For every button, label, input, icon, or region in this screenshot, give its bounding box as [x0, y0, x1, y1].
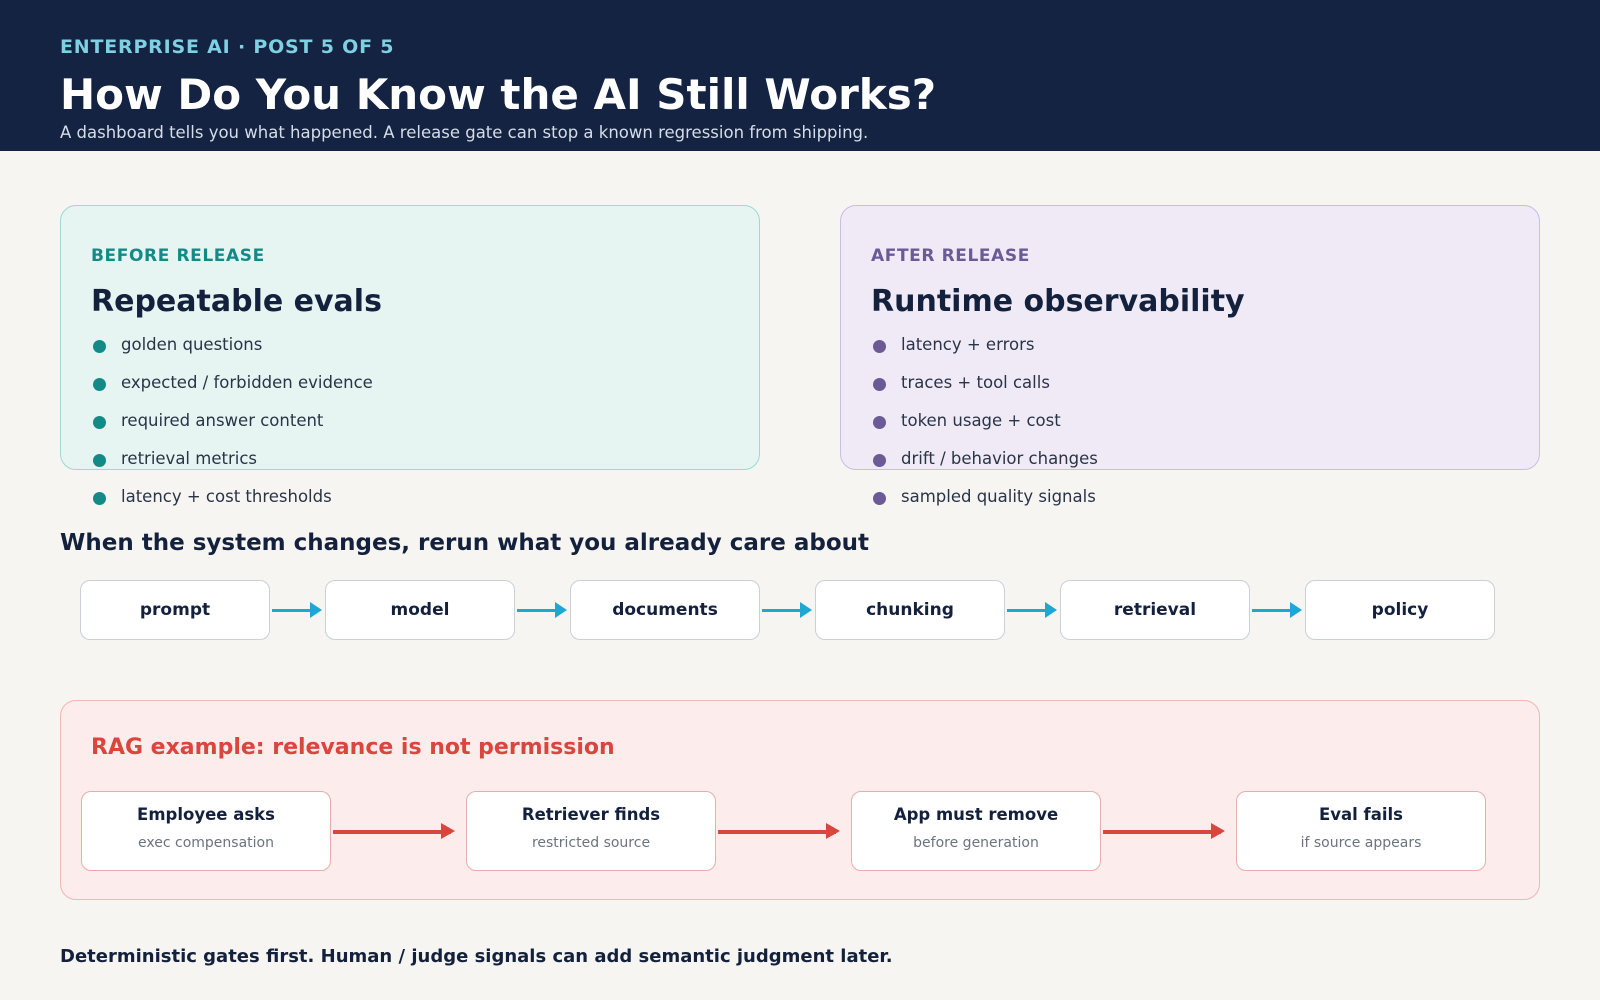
list-item: golden questions: [91, 331, 373, 369]
bullet-dot-icon: [93, 378, 106, 391]
list-item-label: token usage + cost: [901, 411, 1061, 430]
page-title: How Do You Know the AI Still Works?: [60, 70, 937, 119]
arrow-right-icon: [762, 602, 812, 618]
list-item-label: expected / forbidden evidence: [121, 373, 373, 392]
list-item: retrieval metrics: [91, 445, 373, 483]
list-item-label: golden questions: [121, 335, 263, 354]
list-item-label: latency + errors: [901, 335, 1035, 354]
list-item-label: drift / behavior changes: [901, 449, 1098, 468]
arrow-right-icon: [1007, 602, 1057, 618]
bullet-dot-icon: [873, 492, 886, 505]
bullet-dot-icon: [873, 416, 886, 429]
arrow-right-icon: [333, 823, 455, 838]
flow-step-documents: documents: [570, 580, 760, 640]
rag-step-eval-fails: Eval fails if source appears: [1236, 791, 1486, 871]
bullet-dot-icon: [873, 378, 886, 391]
bullet-dot-icon: [873, 454, 886, 467]
list-item: latency + cost thresholds: [91, 483, 373, 521]
arrow-right-icon: [272, 602, 322, 618]
list-item: traces + tool calls: [871, 369, 1098, 407]
bullet-dot-icon: [873, 340, 886, 353]
flow-step-prompt: prompt: [80, 580, 270, 640]
change-flow-title: When the system changes, rerun what you …: [60, 530, 869, 556]
before-release-title: Repeatable evals: [91, 284, 382, 319]
list-item: sampled quality signals: [871, 483, 1098, 521]
rag-step-detail: exec compensation: [138, 835, 274, 851]
list-item-label: required answer content: [121, 411, 324, 430]
footer-note: Deterministic gates first. Human / judge…: [60, 946, 893, 967]
flow-step-model: model: [325, 580, 515, 640]
series-kicker: ENTERPRISE AI · POST 5 OF 5: [60, 36, 395, 58]
bullet-dot-icon: [93, 340, 106, 353]
bullet-dot-icon: [93, 492, 106, 505]
list-item-label: sampled quality signals: [901, 487, 1096, 506]
list-item-label: traces + tool calls: [901, 373, 1050, 392]
rag-step-retriever-finds: Retriever finds restricted source: [466, 791, 716, 871]
list-item: token usage + cost: [871, 407, 1098, 445]
rag-step-detail: restricted source: [531, 835, 651, 851]
list-item: latency + errors: [871, 331, 1098, 369]
list-item: required answer content: [91, 407, 373, 445]
before-release-list: golden questions expected / forbidden ev…: [91, 331, 373, 521]
bullet-dot-icon: [93, 416, 106, 429]
rag-step-title: Eval fails: [1318, 805, 1403, 824]
rag-example-panel: RAG example: relevance is not permission…: [60, 700, 1540, 900]
arrow-right-icon: [1252, 602, 1302, 618]
after-release-list: latency + errors traces + tool calls tok…: [871, 331, 1098, 521]
arrow-right-icon: [718, 823, 840, 838]
before-release-kicker: BEFORE RELEASE: [91, 246, 265, 266]
rag-step-detail: if source appears: [1300, 835, 1422, 851]
list-item-label: retrieval metrics: [121, 449, 257, 468]
arrow-right-icon: [517, 602, 567, 618]
after-release-title: Runtime observability: [871, 284, 1245, 319]
arrow-right-icon: [1103, 823, 1225, 838]
before-release-panel: BEFORE RELEASE Repeatable evals golden q…: [60, 205, 760, 506]
flow-step-policy: policy: [1305, 580, 1495, 640]
flow-step-retrieval: retrieval: [1060, 580, 1250, 640]
rag-step-employee-asks: Employee asks exec compensation: [81, 791, 331, 871]
list-item: expected / forbidden evidence: [91, 369, 373, 407]
after-release-kicker: AFTER RELEASE: [871, 246, 1030, 266]
rag-step-title: Retriever finds: [521, 805, 661, 824]
rag-step-detail: before generation: [913, 835, 1039, 851]
bullet-dot-icon: [93, 454, 106, 467]
rag-step-app-must-remove: App must remove before generation: [851, 791, 1101, 871]
rag-example-title: RAG example: relevance is not permission: [91, 735, 615, 760]
list-item: drift / behavior changes: [871, 445, 1098, 483]
rag-step-title: Employee asks: [137, 805, 275, 824]
page-subtitle: A dashboard tells you what happened. A r…: [60, 123, 869, 142]
list-item-label: latency + cost thresholds: [121, 487, 332, 506]
after-release-panel: AFTER RELEASE Runtime observability late…: [840, 205, 1540, 506]
change-flow: prompt model documents chunking retrieva…: [80, 580, 1500, 642]
header-banner: ENTERPRISE AI · POST 5 OF 5 How Do You K…: [0, 0, 1600, 151]
flow-step-chunking: chunking: [815, 580, 1005, 640]
rag-step-title: App must remove: [893, 805, 1059, 824]
